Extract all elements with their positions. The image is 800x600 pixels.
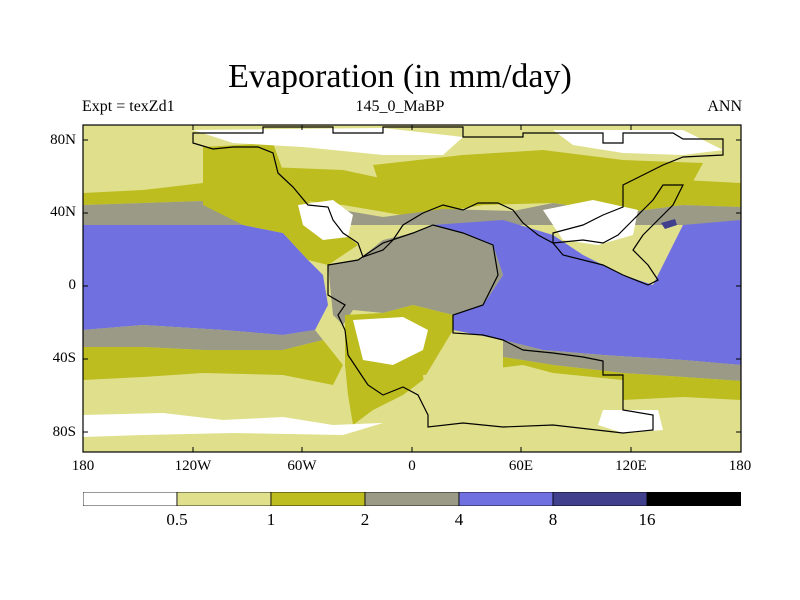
experiment-label: Expt = texZd1 xyxy=(82,98,175,115)
x-tick-0: 0 xyxy=(408,458,416,474)
x-tick-180e: 180 xyxy=(728,458,752,474)
y-tick-40n: 40N xyxy=(50,204,76,220)
legend-label-4: 4 xyxy=(454,510,464,529)
legend-label-2: 2 xyxy=(360,510,370,529)
x-tick-180w: 180 xyxy=(71,458,95,474)
legend-label-8: 8 xyxy=(548,510,558,529)
evaporation-map xyxy=(83,125,741,452)
legend-swatch-1 xyxy=(83,492,178,506)
legend-swatch-7 xyxy=(646,492,741,506)
legend-label-1: 1 xyxy=(266,510,276,529)
legend-swatch-5 xyxy=(458,492,554,506)
y-tick-0: 0 xyxy=(68,277,77,293)
legend-swatch-6 xyxy=(552,492,648,506)
season-label: ANN xyxy=(707,98,742,115)
x-tick-60w: 60W xyxy=(287,458,317,474)
y-tick-80n: 80N xyxy=(50,132,76,148)
y-tick-80s: 80S xyxy=(52,424,76,440)
color-legend xyxy=(83,492,741,506)
x-tick-120e: 120E xyxy=(615,458,647,474)
time-label: 145_0_MaBP xyxy=(355,98,445,115)
x-tick-120w: 120W xyxy=(174,458,212,474)
legend-swatch-4 xyxy=(364,492,460,506)
legend-label-16: 16 xyxy=(638,510,656,529)
y-tick-40s: 40S xyxy=(52,350,76,366)
legend-label-0-5: 0.5 xyxy=(166,510,188,529)
x-tick-60e: 60E xyxy=(508,458,534,474)
map-title: Evaporation (in mm/day) xyxy=(228,58,572,95)
legend-swatch-2 xyxy=(176,492,272,506)
legend-swatch-3 xyxy=(270,492,366,506)
